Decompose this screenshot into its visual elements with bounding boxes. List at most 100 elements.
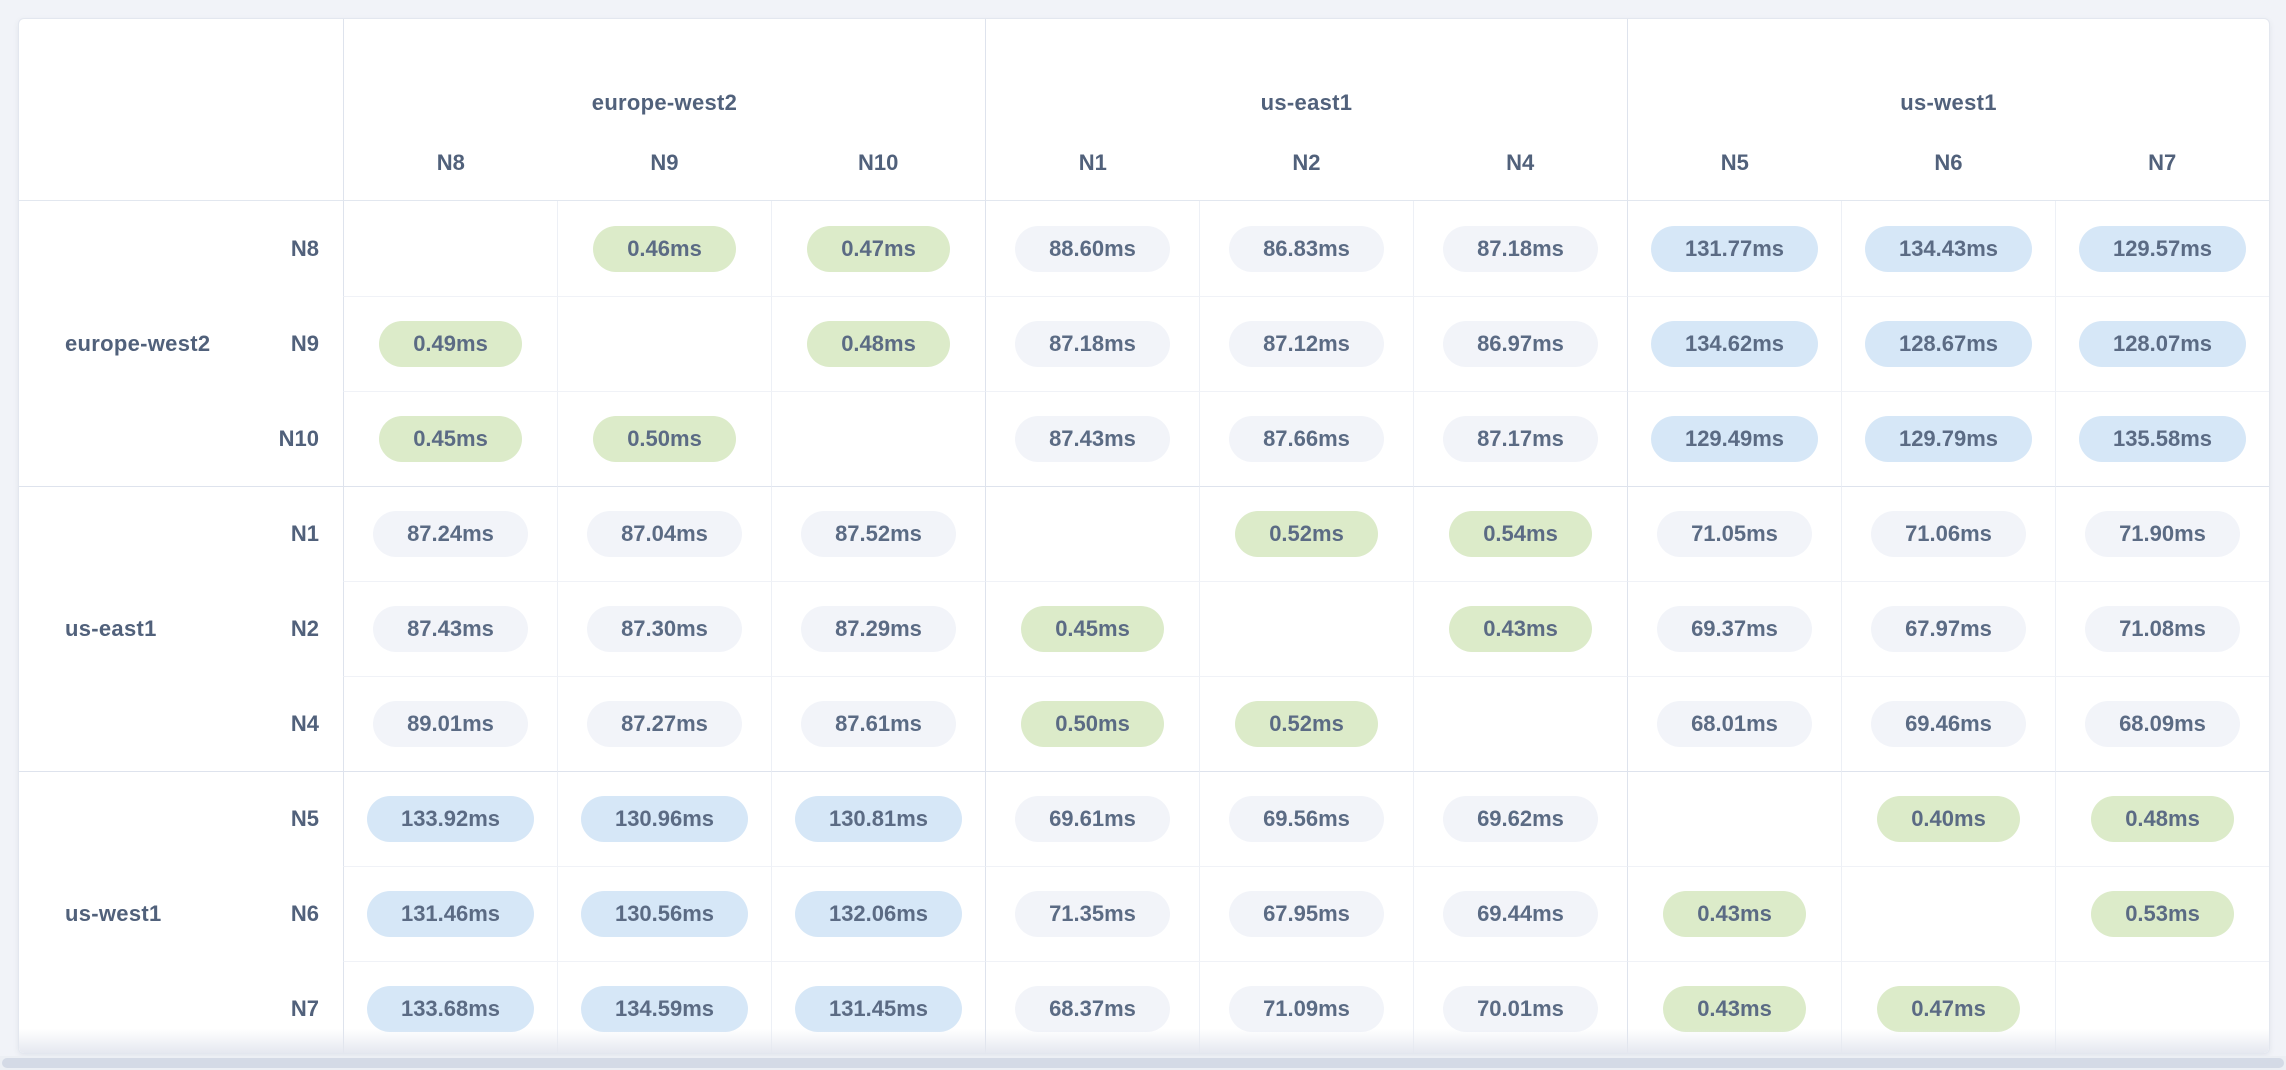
latency-value-pill[interactable]: 71.90ms xyxy=(2085,511,2240,557)
latency-value-pill[interactable]: 0.48ms xyxy=(2091,796,2234,842)
latency-cell: 131.46ms xyxy=(343,866,557,961)
latency-value-pill[interactable]: 0.50ms xyxy=(1021,701,1164,747)
row-region-label: us-west1 xyxy=(19,771,269,1053)
latency-value-pill[interactable]: 0.53ms xyxy=(2091,891,2234,937)
latency-value-pill[interactable]: 131.45ms xyxy=(794,986,963,1032)
latency-value-pill[interactable]: 69.44ms xyxy=(1443,891,1598,937)
latency-value-pill[interactable]: 71.06ms xyxy=(1871,511,2026,557)
latency-cell: 71.08ms xyxy=(2055,581,2269,676)
latency-cell: 89.01ms xyxy=(343,676,557,771)
latency-value-pill[interactable]: 68.01ms xyxy=(1657,701,1812,747)
latency-value-pill[interactable]: 89.01ms xyxy=(373,701,528,747)
latency-value-pill[interactable]: 87.18ms xyxy=(1015,321,1170,367)
latency-value-pill[interactable]: 129.79ms xyxy=(1864,416,2033,462)
latency-value-pill[interactable]: 128.07ms xyxy=(2078,321,2247,367)
latency-value-pill[interactable]: 69.37ms xyxy=(1657,606,1812,652)
latency-cell: 0.54ms xyxy=(1413,486,1627,581)
latency-cell: 69.46ms xyxy=(1841,676,2055,771)
latency-value-pill[interactable]: 70.01ms xyxy=(1443,986,1598,1032)
latency-value-pill[interactable]: 131.46ms xyxy=(366,891,535,937)
latency-value-pill[interactable]: 87.43ms xyxy=(1015,416,1170,462)
latency-value-pill[interactable]: 0.47ms xyxy=(1877,986,2020,1032)
horizontal-scrollbar-track[interactable] xyxy=(0,1056,2286,1070)
latency-value-pill[interactable]: 87.24ms xyxy=(373,511,528,557)
latency-value-pill[interactable]: 0.45ms xyxy=(379,416,522,462)
latency-value-pill[interactable]: 87.04ms xyxy=(587,511,742,557)
latency-value-pill[interactable]: 87.17ms xyxy=(1443,416,1598,462)
latency-value-pill[interactable]: 129.57ms xyxy=(2078,225,2247,272)
latency-value-pill[interactable]: 68.37ms xyxy=(1015,986,1170,1032)
latency-value-pill[interactable]: 0.54ms xyxy=(1449,511,1592,557)
latency-value-pill[interactable]: 130.96ms xyxy=(580,796,749,842)
latency-cell: 0.53ms xyxy=(2055,866,2269,961)
latency-value-pill[interactable]: 87.18ms xyxy=(1443,225,1598,272)
latency-cell-self xyxy=(557,296,771,391)
latency-value-pill[interactable]: 87.12ms xyxy=(1229,321,1384,367)
latency-value-pill[interactable]: 86.83ms xyxy=(1229,225,1384,272)
column-region-label: us-east1 xyxy=(1260,90,1353,115)
latency-value-pill[interactable]: 133.68ms xyxy=(366,986,535,1032)
latency-value-pill[interactable]: 67.97ms xyxy=(1871,606,2026,652)
latency-value-pill[interactable]: 132.06ms xyxy=(794,891,963,937)
latency-cell: 68.37ms xyxy=(985,961,1199,1053)
latency-cell: 0.52ms xyxy=(1199,486,1413,581)
row-node-label: N9 xyxy=(269,296,343,391)
latency-value-pill[interactable]: 134.62ms xyxy=(1650,321,1819,367)
latency-value-pill[interactable]: 87.29ms xyxy=(801,606,956,652)
latency-value-pill[interactable]: 0.45ms xyxy=(1021,606,1164,652)
latency-matrix-card: europe-west2 N8 N9 N10 us-east1 N1 N2 N4 us-west… xyxy=(18,18,2270,1054)
latency-cell: 87.27ms xyxy=(557,676,771,771)
latency-value-pill[interactable]: 71.08ms xyxy=(2085,606,2240,652)
latency-value-pill[interactable]: 0.49ms xyxy=(379,321,522,367)
latency-value-pill[interactable]: 0.43ms xyxy=(1663,891,1806,937)
latency-value-pill[interactable]: 87.43ms xyxy=(373,606,528,652)
latency-value-pill[interactable]: 130.81ms xyxy=(794,796,963,842)
horizontal-scrollbar-thumb[interactable] xyxy=(2,1058,2284,1068)
latency-value-pill[interactable]: 0.40ms xyxy=(1877,796,2020,842)
column-node-labels: N8 N9 N10 xyxy=(344,134,985,200)
latency-value-pill[interactable]: 131.77ms xyxy=(1650,225,1819,272)
latency-value-pill[interactable]: 135.58ms xyxy=(2078,416,2247,462)
latency-value-pill[interactable]: 0.48ms xyxy=(807,321,950,367)
latency-value-pill[interactable]: 67.95ms xyxy=(1229,891,1384,937)
latency-value-pill[interactable]: 133.92ms xyxy=(366,796,535,842)
latency-value-pill[interactable]: 69.46ms xyxy=(1871,701,2026,747)
latency-value-pill[interactable]: 68.09ms xyxy=(2085,701,2240,747)
latency-value-pill[interactable]: 0.52ms xyxy=(1235,511,1378,557)
latency-value-pill[interactable]: 0.43ms xyxy=(1663,986,1806,1032)
latency-cell: 128.67ms xyxy=(1841,296,2055,391)
latency-value-pill[interactable]: 0.47ms xyxy=(807,225,950,272)
column-group-header: us-east1 N1 N2 N4 xyxy=(985,19,1627,201)
latency-cell: 87.61ms xyxy=(771,676,985,771)
latency-cell: 133.68ms xyxy=(343,961,557,1053)
latency-cell: 0.40ms xyxy=(1841,771,2055,866)
latency-value-pill[interactable]: 71.05ms xyxy=(1657,511,1812,557)
latency-value-pill[interactable]: 87.30ms xyxy=(587,606,742,652)
latency-value-pill[interactable]: 0.50ms xyxy=(593,416,736,462)
latency-value-pill[interactable]: 71.09ms xyxy=(1229,986,1384,1032)
latency-value-pill[interactable]: 0.43ms xyxy=(1449,606,1592,652)
latency-cell: 71.06ms xyxy=(1841,486,2055,581)
latency-value-pill[interactable]: 129.49ms xyxy=(1650,416,1819,462)
latency-value-pill[interactable]: 0.46ms xyxy=(593,225,736,272)
latency-value-pill[interactable]: 69.62ms xyxy=(1443,796,1598,842)
latency-value-pill[interactable]: 0.52ms xyxy=(1235,701,1378,747)
column-node-labels: N5 N6 N7 xyxy=(1628,134,2269,200)
latency-value-pill[interactable]: 86.97ms xyxy=(1443,321,1598,367)
latency-value-pill[interactable]: 69.61ms xyxy=(1015,796,1170,842)
latency-value-pill[interactable]: 87.52ms xyxy=(801,511,956,557)
latency-value-pill[interactable]: 134.43ms xyxy=(1864,225,2033,272)
latency-value-pill[interactable]: 128.67ms xyxy=(1864,321,2033,367)
latency-value-pill[interactable]: 88.60ms xyxy=(1015,225,1170,272)
row-node-label: N7 xyxy=(269,961,343,1053)
latency-value-pill[interactable]: 87.66ms xyxy=(1229,416,1384,462)
latency-value-pill[interactable]: 71.35ms xyxy=(1015,891,1170,937)
column-node-label: N8 xyxy=(436,150,465,175)
latency-cell: 87.29ms xyxy=(771,581,985,676)
latency-value-pill[interactable]: 134.59ms xyxy=(580,986,749,1032)
latency-cell-self xyxy=(1199,581,1413,676)
latency-value-pill[interactable]: 69.56ms xyxy=(1229,796,1384,842)
latency-value-pill[interactable]: 87.27ms xyxy=(587,701,742,747)
latency-value-pill[interactable]: 87.61ms xyxy=(801,701,956,747)
latency-value-pill[interactable]: 130.56ms xyxy=(580,891,749,937)
